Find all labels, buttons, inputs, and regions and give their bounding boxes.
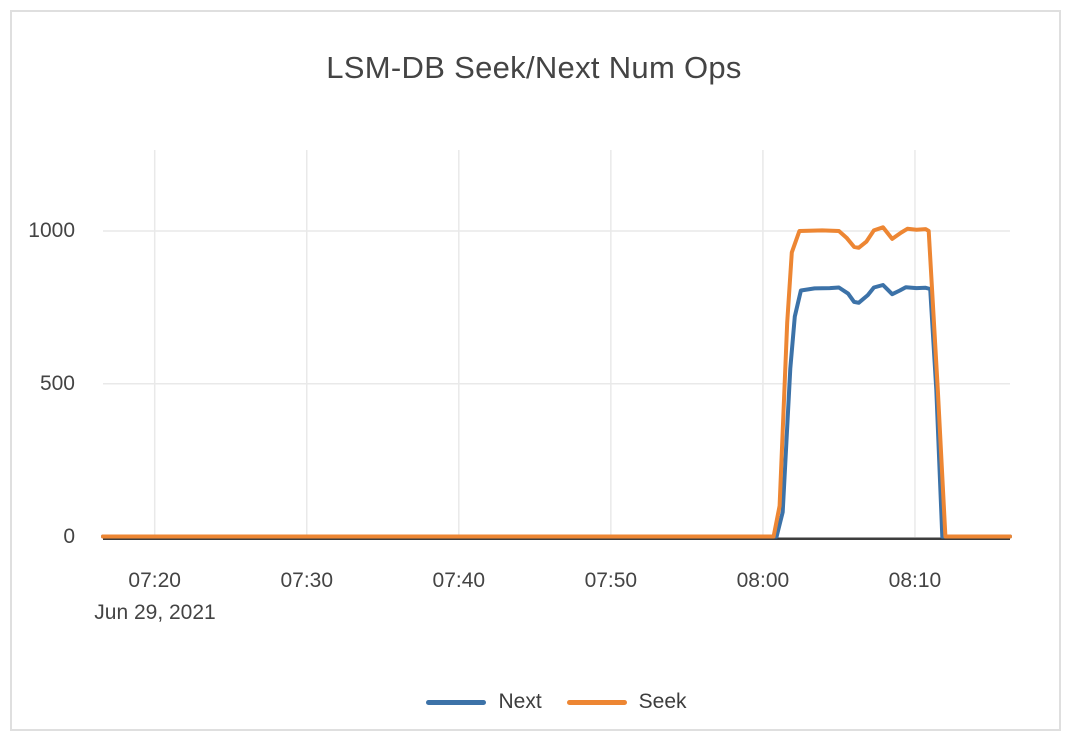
legend-swatch-seek xyxy=(566,699,627,705)
x-tick-label: 08:00 xyxy=(736,569,790,592)
legend-item-next[interactable]: Next xyxy=(426,690,542,714)
y-tick-label: 0 xyxy=(63,524,75,548)
x-tick-label: 07:20 xyxy=(128,569,181,592)
y-tick-label: 1000 xyxy=(28,218,75,242)
x-tick-label: 08:10 xyxy=(888,569,942,592)
legend-label-next: Next xyxy=(498,690,542,713)
legend-item-seek[interactable]: Seek xyxy=(566,690,687,714)
page-title: LSM-DB Seek/Next Num Ops xyxy=(326,50,742,85)
x-axis-date-label: Jun 29, 2021 xyxy=(94,601,216,624)
x-tick-label: 07:30 xyxy=(280,569,334,592)
legend-swatch-next xyxy=(426,699,487,705)
chart-card xyxy=(10,10,1061,731)
series-line-seek xyxy=(101,225,1012,539)
y-tick-label: 500 xyxy=(39,371,75,395)
x-tick-label: 07:40 xyxy=(432,569,486,592)
legend: Next Seek xyxy=(103,690,1010,714)
legend-label-seek: Seek xyxy=(638,690,687,713)
x-tick-label: 07:50 xyxy=(584,569,638,592)
series-line-next xyxy=(101,283,1012,539)
